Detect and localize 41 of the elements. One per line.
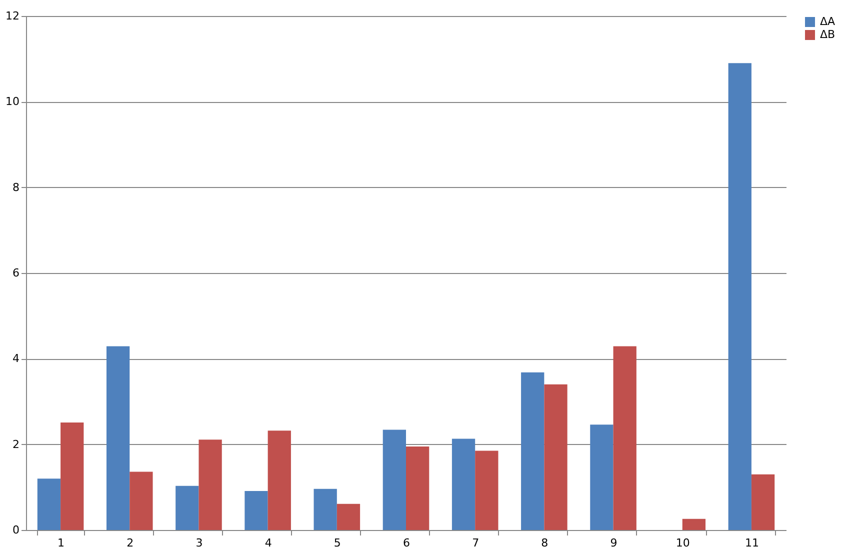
bar (682, 518, 706, 530)
y-tick-label: 12 (6, 10, 20, 22)
y-tick-label: 2 (12, 438, 20, 451)
x-tick-label: 4 (264, 536, 272, 550)
bar (475, 450, 498, 530)
bar (544, 384, 568, 530)
y-tick-label: 10 (6, 95, 20, 108)
y-tick-label: 4 (12, 352, 20, 366)
bar (590, 424, 614, 530)
bar (106, 346, 130, 530)
bar (176, 486, 199, 530)
bar (406, 446, 430, 530)
x-tick-label: 11 (744, 536, 759, 550)
x-tick-label: 1 (58, 536, 65, 550)
bar (336, 504, 360, 530)
bar (130, 472, 153, 530)
bar (521, 372, 544, 530)
legend-label: ΔA (820, 15, 836, 28)
bar (314, 488, 337, 530)
bar (382, 430, 406, 530)
x-tick-label: 2 (126, 536, 134, 550)
x-tick-label: 7 (472, 536, 480, 550)
x-tick-label: 6 (403, 536, 410, 550)
bar (268, 430, 291, 530)
bar (198, 440, 222, 530)
y-tick-label: 8 (12, 180, 20, 194)
y-tick-label: 6 (12, 266, 20, 280)
y-tick-label: 0 (12, 524, 20, 536)
bar (60, 422, 84, 530)
x-tick-label: 10 (676, 536, 690, 550)
x-tick-label: 8 (541, 536, 548, 550)
bar (37, 478, 61, 530)
bar (244, 491, 268, 530)
x-tick-label: 9 (610, 536, 618, 550)
x-tick-label: 5 (334, 536, 341, 550)
bar (452, 438, 476, 530)
bar (613, 346, 636, 530)
bar (728, 63, 752, 530)
bar (751, 474, 775, 530)
x-tick-label: 3 (196, 536, 203, 550)
legend-label: ΔB (820, 28, 836, 41)
